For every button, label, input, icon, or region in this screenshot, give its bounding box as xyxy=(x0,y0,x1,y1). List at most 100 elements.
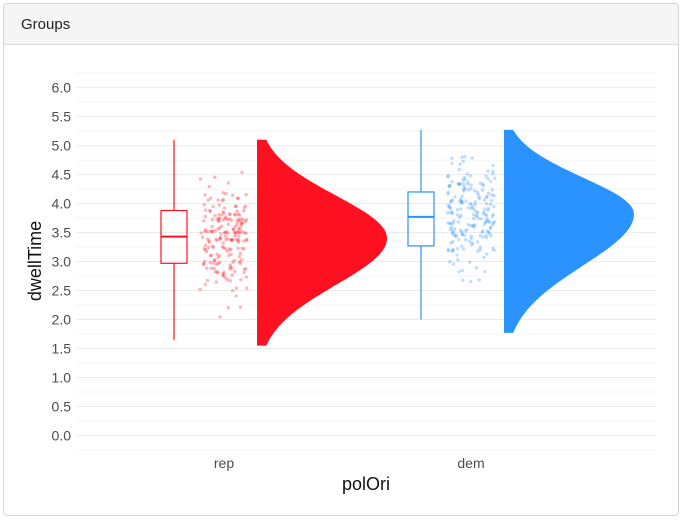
data-point xyxy=(221,191,225,195)
data-point xyxy=(466,222,470,227)
data-point xyxy=(240,221,244,225)
data-point xyxy=(454,233,459,237)
data-point xyxy=(467,239,472,244)
data-point xyxy=(470,156,474,160)
group-dem xyxy=(407,129,634,333)
data-point xyxy=(452,233,457,237)
data-point xyxy=(451,262,456,266)
data-point xyxy=(233,234,237,238)
data-point xyxy=(485,235,489,240)
data-point xyxy=(235,220,240,224)
data-point xyxy=(235,209,239,213)
data-point xyxy=(240,221,244,225)
data-point xyxy=(231,227,236,232)
data-point xyxy=(228,279,232,283)
data-point xyxy=(482,198,487,202)
data-point xyxy=(450,161,454,165)
data-point xyxy=(228,212,232,216)
data-point xyxy=(480,188,485,192)
data-point xyxy=(243,204,248,208)
data-point xyxy=(242,239,246,243)
data-point xyxy=(463,155,467,159)
y-tick-label: 5.0 xyxy=(52,138,72,154)
data-point xyxy=(490,222,495,227)
data-point xyxy=(217,212,221,217)
data-point xyxy=(212,258,217,262)
data-point xyxy=(216,270,221,275)
data-point xyxy=(457,215,462,219)
data-point xyxy=(484,174,488,178)
y-tick-label: 0.5 xyxy=(52,399,72,415)
data-point xyxy=(462,189,466,193)
data-point xyxy=(234,237,238,242)
data-point xyxy=(226,181,231,185)
data-point xyxy=(486,206,491,211)
data-point xyxy=(464,237,468,242)
data-point xyxy=(234,294,238,298)
data-point xyxy=(198,177,203,181)
data-point xyxy=(233,224,237,229)
data-point xyxy=(447,204,452,209)
data-point xyxy=(466,180,470,184)
data-point xyxy=(212,266,216,271)
data-point xyxy=(211,229,215,233)
data-point xyxy=(471,224,475,228)
data-point xyxy=(208,196,213,200)
data-point xyxy=(476,193,480,197)
data-point xyxy=(447,205,451,210)
data-point xyxy=(227,212,232,216)
data-point xyxy=(446,174,450,178)
data-point xyxy=(209,266,214,270)
density-half-violin xyxy=(504,129,634,333)
data-point xyxy=(208,209,213,214)
data-point xyxy=(468,260,472,264)
data-point xyxy=(460,200,464,204)
data-point xyxy=(483,213,488,217)
data-point xyxy=(458,182,462,187)
data-point xyxy=(236,196,240,200)
data-point xyxy=(241,217,245,222)
y-tick-label: 5.5 xyxy=(52,109,72,125)
data-point xyxy=(202,247,206,251)
data-point xyxy=(216,198,220,202)
data-point xyxy=(215,238,219,243)
data-point xyxy=(455,247,460,251)
data-point xyxy=(487,231,492,236)
data-point xyxy=(230,288,235,293)
data-point xyxy=(492,248,496,253)
data-point xyxy=(220,213,224,217)
data-point xyxy=(447,184,451,188)
data-point xyxy=(207,240,212,244)
data-point xyxy=(236,226,241,231)
data-point xyxy=(460,201,464,206)
data-point xyxy=(206,237,210,241)
data-point xyxy=(476,190,480,195)
data-point xyxy=(450,249,454,254)
data-point xyxy=(228,265,233,269)
data-point xyxy=(459,213,463,218)
data-point xyxy=(220,244,225,249)
data-point xyxy=(450,198,455,202)
data-point xyxy=(210,244,215,248)
data-point xyxy=(469,223,473,228)
data-point xyxy=(492,194,496,198)
data-point xyxy=(230,237,235,242)
data-point xyxy=(242,267,247,272)
data-point xyxy=(205,278,210,283)
data-point xyxy=(203,247,208,252)
data-point xyxy=(474,210,479,214)
data-point xyxy=(228,263,232,267)
data-point xyxy=(214,280,218,284)
data-point xyxy=(451,248,455,252)
data-point xyxy=(210,217,215,222)
data-point xyxy=(481,211,486,216)
data-point xyxy=(446,248,451,253)
data-point xyxy=(459,199,464,203)
data-point xyxy=(460,232,464,237)
data-point xyxy=(221,273,226,277)
data-point xyxy=(473,200,477,204)
data-point xyxy=(238,213,242,217)
data-point xyxy=(451,229,455,233)
data-point xyxy=(204,249,209,254)
